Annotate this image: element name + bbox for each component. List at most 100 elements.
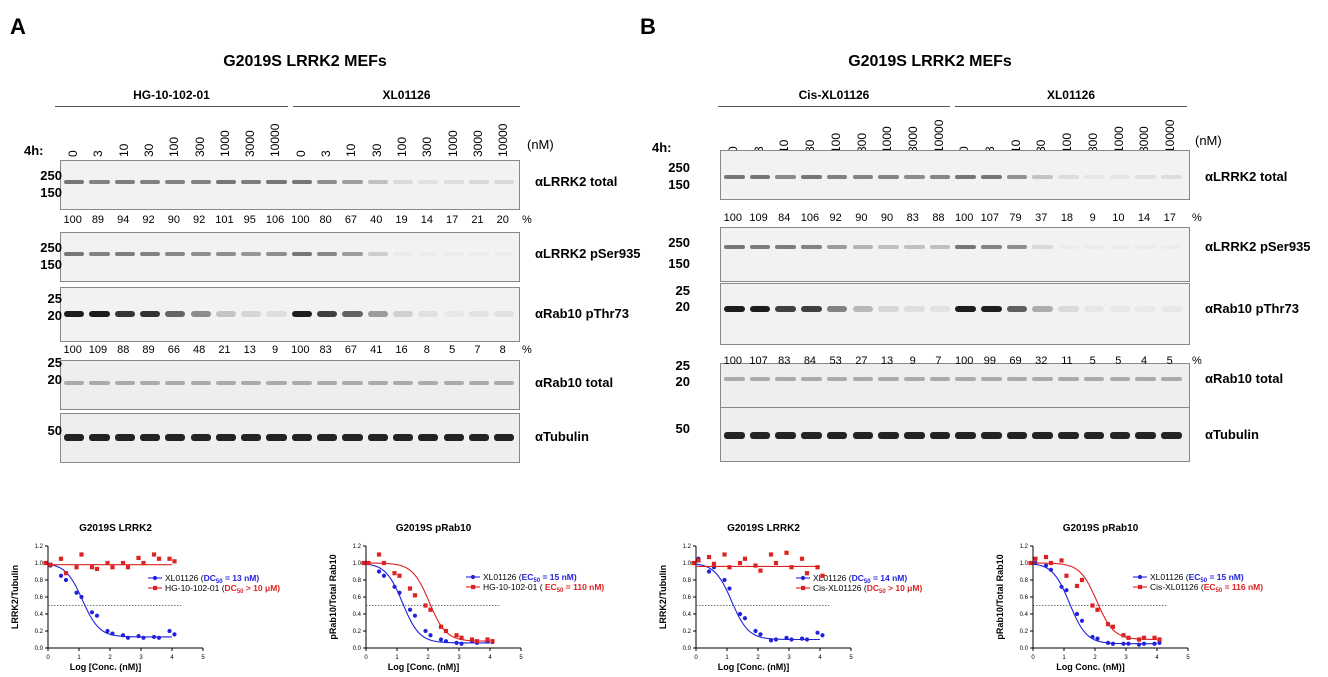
- time-label: 4h:: [24, 143, 44, 158]
- data-point: [376, 569, 382, 574]
- percent-value: 84: [778, 212, 791, 224]
- percent-value: 40: [370, 214, 383, 226]
- conc-label: 1000: [880, 126, 895, 153]
- y-tick-label: 1.2: [683, 544, 692, 550]
- data-point: [172, 632, 177, 637]
- data-point: [381, 560, 387, 566]
- band: [266, 180, 287, 184]
- x-tick-label: 4: [488, 655, 492, 661]
- band: [955, 431, 976, 439]
- data-point: [423, 603, 428, 608]
- percent-value: 11: [1061, 355, 1073, 367]
- data-point: [125, 565, 131, 570]
- data-point: [469, 637, 475, 642]
- band: [190, 381, 211, 385]
- band: [1058, 306, 1079, 312]
- data-point: [43, 560, 48, 566]
- data-point: [1059, 584, 1064, 589]
- data-point: [1033, 556, 1038, 561]
- band: [955, 377, 976, 381]
- data-point: [1043, 563, 1049, 568]
- fit-curve-0: [365, 563, 490, 644]
- percent-value: 7: [935, 355, 942, 367]
- percent-value: 101: [215, 214, 234, 226]
- legend-marker: [1138, 584, 1143, 590]
- data-point: [1152, 635, 1157, 640]
- y-tick-label: 1.2: [1020, 544, 1029, 550]
- band: [317, 381, 338, 385]
- band: [64, 311, 85, 317]
- mw-marker: 150: [668, 177, 690, 192]
- data-point: [74, 590, 79, 595]
- x-tick-label: 2: [1093, 655, 1097, 661]
- data-point: [1136, 642, 1142, 647]
- band: [418, 252, 438, 256]
- blot-label: αRab10 total: [1205, 371, 1284, 386]
- band: [215, 433, 237, 441]
- band: [1032, 175, 1054, 179]
- legend-value: = 15 nM): [540, 572, 577, 582]
- x-tick-label: 3: [1124, 655, 1128, 661]
- legend-text: HG-10-102-01 (: [483, 582, 545, 592]
- data-point: [366, 560, 371, 566]
- data-point: [428, 607, 433, 612]
- band: [444, 252, 464, 256]
- band: [852, 175, 874, 179]
- band: [775, 245, 797, 249]
- band: [418, 311, 439, 317]
- band: [1006, 175, 1028, 179]
- band: [929, 431, 951, 439]
- percent-value: 100: [723, 355, 743, 367]
- data-point: [141, 560, 146, 566]
- dose-response-chart: G2019S pRab10 0 1 2 3 4 5 0.0 0.2 0.4 0.6 0.8 1.0 1.2…: [328, 523, 604, 672]
- band: [955, 245, 976, 249]
- band: [1135, 306, 1156, 312]
- band: [494, 433, 515, 441]
- band: [852, 306, 874, 312]
- x-tick-label: 0: [46, 655, 50, 661]
- data-point: [768, 638, 774, 643]
- band: [342, 252, 363, 256]
- x-tick-label: 5: [519, 655, 523, 661]
- percent-value: 8: [423, 344, 430, 356]
- legend-subscript: 50: [533, 578, 540, 584]
- band: [139, 311, 161, 317]
- data-point: [1079, 577, 1085, 583]
- y-tick-label: 1.0: [683, 561, 692, 567]
- band: [139, 252, 161, 256]
- legend-value: = 116 nM): [1222, 582, 1263, 592]
- y-axis-label: pRab10/Total Rab10: [995, 554, 1005, 639]
- band: [114, 433, 135, 441]
- band: [291, 381, 312, 385]
- band: [1083, 377, 1105, 381]
- band: [852, 431, 874, 439]
- percent-value: 100: [63, 344, 82, 356]
- data-point: [1152, 641, 1157, 646]
- data-point: [1105, 640, 1111, 645]
- x-axis-label: Log [Conc. (nM)]: [70, 662, 141, 672]
- band: [494, 381, 515, 385]
- y-tick-label: 0.4: [683, 612, 692, 618]
- x-tick-label: 1: [725, 655, 729, 661]
- band: [775, 377, 797, 381]
- data-point: [742, 556, 748, 561]
- chart-title: G2019S pRab10: [396, 523, 472, 534]
- band: [418, 180, 439, 184]
- legend-value: > 10 μM): [886, 583, 923, 593]
- y-tick-label: 0.8: [353, 578, 362, 584]
- chart-title: G2019S pRab10: [1063, 523, 1139, 534]
- band: [266, 252, 287, 256]
- percent-value: 9: [271, 344, 279, 356]
- y-tick-label: 0.0: [683, 646, 692, 652]
- band: [139, 381, 161, 385]
- conc-label: 10000: [268, 123, 283, 157]
- legend-value: > 10 μM): [244, 583, 281, 593]
- percent-value: 21: [218, 344, 231, 356]
- y-axis-label: LRRK2/Tubulin: [10, 565, 20, 629]
- data-point: [1157, 637, 1162, 642]
- band: [852, 245, 874, 249]
- band: [89, 252, 110, 256]
- band: [494, 180, 515, 184]
- data-point: [727, 565, 732, 570]
- band: [165, 381, 186, 385]
